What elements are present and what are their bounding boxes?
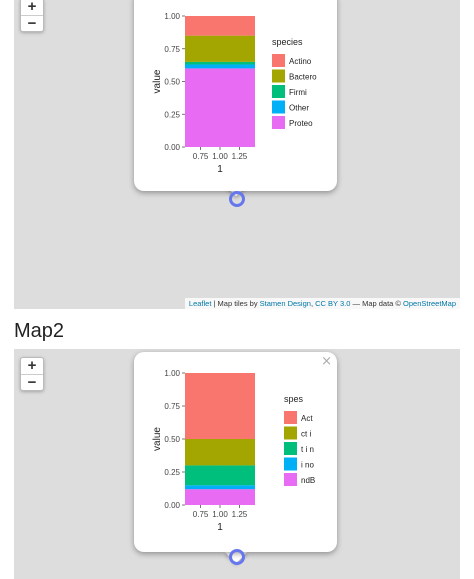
legend-key — [272, 54, 285, 67]
y-tick-label: 0.25 — [164, 110, 180, 119]
legend-key — [284, 473, 297, 486]
x-tick-label: 1.00 — [212, 152, 228, 161]
legend-key — [284, 442, 297, 455]
x-tick-label: 1.25 — [232, 152, 248, 161]
zoom-in-button[interactable]: + — [27, 0, 37, 15]
bar-segment — [185, 35, 255, 62]
y-tick-label: 0.00 — [164, 143, 180, 152]
x-tick-label: 1.25 — [232, 510, 248, 519]
x-tick-label: 0.75 — [193, 510, 209, 519]
x-tick-label: 0.75 — [193, 152, 209, 161]
map-marker[interactable] — [229, 549, 245, 565]
y-tick-label: 0.25 — [164, 468, 180, 477]
x-tick-label: 1.00 — [212, 510, 228, 519]
legend-key — [272, 85, 285, 98]
legend-label: Proteo — [289, 119, 313, 128]
map-attribution: Leaflet | Map tiles by Stamen Design, CC… — [184, 298, 460, 309]
map-1[interactable]: + − 0.00 0.25 0.50 0.75 1.00 0.75 1.00 1.25 1 val… — [14, 0, 460, 309]
y-axis-label: value — [152, 427, 163, 451]
bar-segment — [185, 465, 255, 486]
legend-label: i no — [301, 461, 314, 470]
legend-label: Act — [301, 414, 313, 423]
legend-key — [272, 116, 285, 129]
legend-key — [284, 411, 297, 424]
zoom-out-button[interactable]: − — [21, 15, 43, 31]
stacked-bar-chart: 0.000.250.500.751.000.75 1.00 1.251valuesp… — [152, 12, 317, 175]
chart-popup: × 0.00 0.25 0.50 0.75 1.00 0.75 1.00 1.25 1 value… — [134, 352, 337, 552]
bar-segment — [185, 16, 255, 36]
x-axis-label: 1 — [217, 522, 223, 533]
license-link[interactable]: CC BY 3.0 — [315, 299, 351, 308]
map2-title: Map2 — [14, 320, 65, 342]
osm-link[interactable]: OpenStreetMap — [403, 299, 456, 308]
leaflet-link[interactable]: Leaflet — [188, 299, 212, 308]
stamen-link[interactable]: Stamen Design — [259, 299, 311, 308]
legend-label: Bactero — [289, 73, 317, 82]
legend-key — [284, 426, 297, 440]
legend-label: Firmi — [289, 88, 307, 97]
legend-label: Actino — [289, 57, 312, 66]
zoom-out-button[interactable]: − — [21, 374, 43, 390]
legend-key — [284, 457, 297, 471]
bar-segment — [185, 64, 255, 69]
bar-segment — [185, 373, 255, 439]
map-2[interactable]: + − × 0.00 0.25 0.50 0.75 1.00 0.75 1.00 1.25 1 v… — [14, 349, 460, 579]
bar-segment — [185, 485, 255, 490]
bar-segment — [185, 489, 255, 505]
stacked-bar-chart: 0.000.250.500.751.000.75 1.00 1.251valuesp… — [152, 369, 315, 533]
legend-key — [272, 69, 285, 83]
legend-title: spes — [284, 394, 304, 404]
legend-label: t i n — [301, 445, 314, 454]
attribution-text: | Map tiles by — [211, 299, 260, 308]
bar-segment — [185, 439, 255, 466]
y-tick-label: 0.75 — [164, 402, 180, 411]
y-tick-label: 1.00 — [164, 12, 180, 21]
y-axis-label: value — [152, 69, 163, 93]
y-tick-label: 0.75 — [164, 45, 180, 54]
zoom-in-button[interactable]: + — [27, 357, 37, 374]
legend-label: Other — [289, 104, 309, 113]
attribution-text: — Map data © — [350, 299, 404, 308]
y-tick-label: 0.50 — [164, 435, 180, 444]
legend-key — [272, 100, 285, 114]
zoom-control: + − — [20, 0, 44, 32]
legend-label: ndB — [301, 476, 315, 485]
bar-segment — [185, 68, 255, 147]
close-popup-button[interactable]: × — [321, 354, 332, 369]
y-tick-label: 1.00 — [164, 369, 180, 378]
bar-segment — [185, 61, 255, 65]
map-marker[interactable] — [229, 191, 245, 207]
zoom-control: + − — [20, 357, 44, 391]
y-tick-label: 0.50 — [164, 78, 180, 87]
x-axis-label: 1 — [217, 164, 223, 175]
y-tick-label: 0.00 — [164, 501, 180, 510]
chart-popup: 0.00 0.25 0.50 0.75 1.00 0.75 1.00 1.25 1 value sp… — [134, 0, 337, 191]
attribution-text: , — [310, 299, 316, 308]
legend-label: ct i — [301, 430, 311, 439]
legend-title: species — [272, 37, 303, 47]
